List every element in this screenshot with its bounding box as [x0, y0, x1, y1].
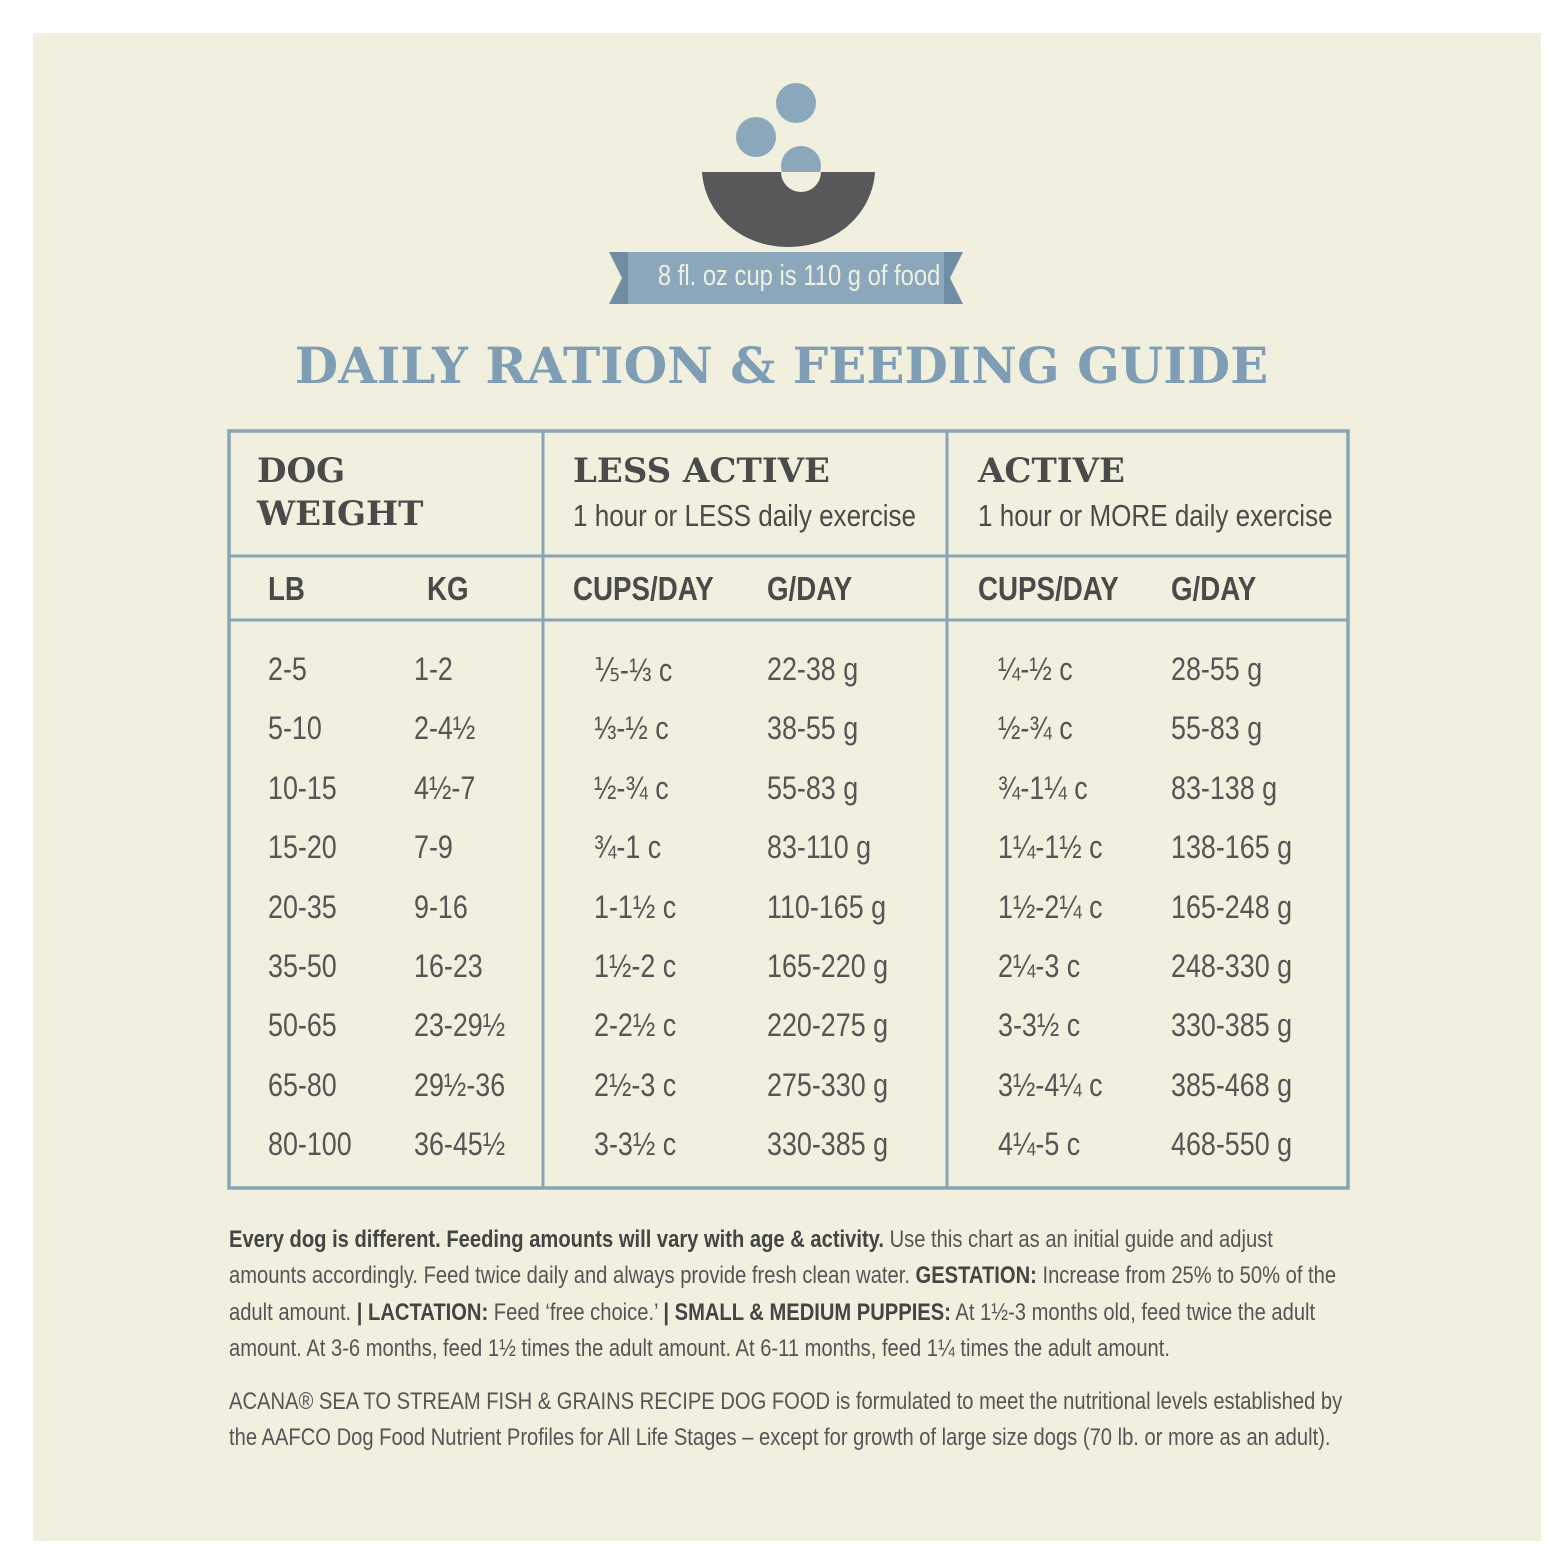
- table-cell: 330-385 g: [1171, 1007, 1293, 1044]
- group-title: LESS ACTIVE: [573, 451, 830, 491]
- table-cell: 35-50: [268, 948, 337, 984]
- column-header: CUPS/DAY: [573, 570, 714, 607]
- table-cell: 3½-4¼ c: [998, 1066, 1103, 1103]
- table-cell: 29½-36: [414, 1066, 506, 1103]
- table-cell: ½-¾ c: [594, 769, 669, 806]
- table-cell: 2-5: [268, 651, 307, 687]
- kibble: [776, 83, 816, 123]
- table-cell: 220-275 g: [767, 1007, 889, 1044]
- table-cell: 38-55 g: [767, 710, 859, 747]
- group-title: DOG WEIGHT: [257, 451, 424, 534]
- cup-note: 8 fl. oz cup is 110 g of food: [657, 260, 941, 292]
- note-text: At 1½-3 months old, feed twice the adult…: [229, 1298, 1316, 1362]
- kibble: [736, 117, 776, 157]
- table-cell: ¾-1 c: [594, 829, 662, 866]
- note-text: | LACTATION:: [356, 1298, 489, 1326]
- table-cell: 7-9: [414, 829, 453, 866]
- table-cell: ¾-1¼ c: [998, 769, 1088, 806]
- table-cell: 65-80: [268, 1066, 337, 1103]
- note-text: | SMALL & MEDIUM PUPPIES:: [663, 1298, 951, 1326]
- table-cell: 9-16: [414, 888, 468, 925]
- table-cell: 55-83 g: [767, 769, 859, 806]
- table-cell: ⅓-½ c: [594, 710, 669, 747]
- notes: Every dog is different. Feeding amounts …: [229, 1222, 1346, 1367]
- table-cell: 1-1½ c: [594, 888, 677, 925]
- table-cell: 1½-2 c: [594, 948, 677, 984]
- table-cell: 4½-7: [414, 769, 476, 806]
- statement: ACANA® SEA TO STREAM FISH & GRAINS RECIP…: [229, 1388, 1343, 1452]
- column-header: LB: [268, 570, 305, 607]
- table-cell: 385-468 g: [1171, 1066, 1293, 1103]
- table-cell: 16-23: [414, 948, 483, 984]
- note-text: Every dog is different. Feeding amounts …: [229, 1226, 884, 1253]
- table-cell: 3-3½ c: [998, 1007, 1081, 1044]
- table-cell: 5-10: [268, 710, 322, 747]
- bowl: [702, 172, 875, 247]
- table-cell: 165-248 g: [1171, 888, 1293, 925]
- table-cell: 4¼-5 c: [998, 1126, 1081, 1163]
- table-cell: 248-330 g: [1171, 948, 1293, 984]
- table-cell: 28-55 g: [1171, 651, 1263, 687]
- table-cell: 1-2: [414, 651, 453, 687]
- table-cell: ⅕-⅓ c: [594, 652, 673, 688]
- group-title: ACTIVE: [978, 451, 1125, 491]
- table-cell: 165-220 g: [767, 948, 889, 984]
- table-cell: 23-29½: [414, 1007, 506, 1044]
- table-cell: 1¼-1½ c: [998, 829, 1103, 866]
- table-cell: 2-2½ c: [594, 1007, 677, 1044]
- table-cell: 275-330 g: [767, 1066, 889, 1103]
- table-cell: 36-45½: [414, 1126, 506, 1163]
- table-cell: 15-20: [268, 829, 337, 866]
- table-cell: 55-83 g: [1171, 710, 1263, 747]
- column-header: CUPS/DAY: [978, 570, 1119, 607]
- column-header: G/DAY: [1171, 570, 1257, 607]
- table-cell: 83-138 g: [1171, 769, 1278, 806]
- table-cell: 110-165 g: [767, 888, 887, 925]
- group-subtitle: 1 hour or MORE daily exercise: [978, 498, 1333, 533]
- table-cell: 20-35: [268, 888, 337, 925]
- table-cell: 2¼-3 c: [998, 948, 1081, 984]
- table-cell: 3-3½ c: [594, 1126, 677, 1163]
- title: DAILY RATION & FEEDING GUIDE: [294, 336, 1269, 395]
- table-cell: 22-38 g: [767, 651, 859, 687]
- note-text: Use this chart as an initial guide and a…: [229, 1226, 1273, 1290]
- table-border: [227, 429, 1350, 1190]
- table-cell: 330-385 g: [767, 1126, 889, 1163]
- table-cell: 2½-3 c: [594, 1066, 677, 1103]
- ribbon: [628, 252, 944, 304]
- table-cell: 10-15: [268, 769, 337, 806]
- kibble-in-bowl: [781, 172, 821, 192]
- table-cell: 80-100: [268, 1126, 352, 1163]
- table-cell: 2-4½: [414, 710, 476, 747]
- table-cell: 1½-2¼ c: [998, 888, 1103, 925]
- table-cell: 138-165 g: [1171, 829, 1293, 866]
- table-cell: 83-110 g: [767, 829, 872, 866]
- note-text: GESTATION:: [915, 1262, 1037, 1290]
- note-text: Increase from 25% to 50% of the adult am…: [229, 1262, 1337, 1326]
- note-text: Feed ‘free choice.’: [488, 1298, 664, 1326]
- column-header: KG: [427, 570, 469, 607]
- table-cell: 50-65: [268, 1007, 337, 1044]
- table-cell: 468-550 g: [1171, 1126, 1293, 1163]
- group-subtitle: 1 hour or LESS daily exercise: [573, 498, 917, 533]
- table-cell: ¼-½ c: [998, 651, 1073, 687]
- table-cell: ½-¾ c: [998, 710, 1073, 747]
- column-header: G/DAY: [767, 570, 853, 607]
